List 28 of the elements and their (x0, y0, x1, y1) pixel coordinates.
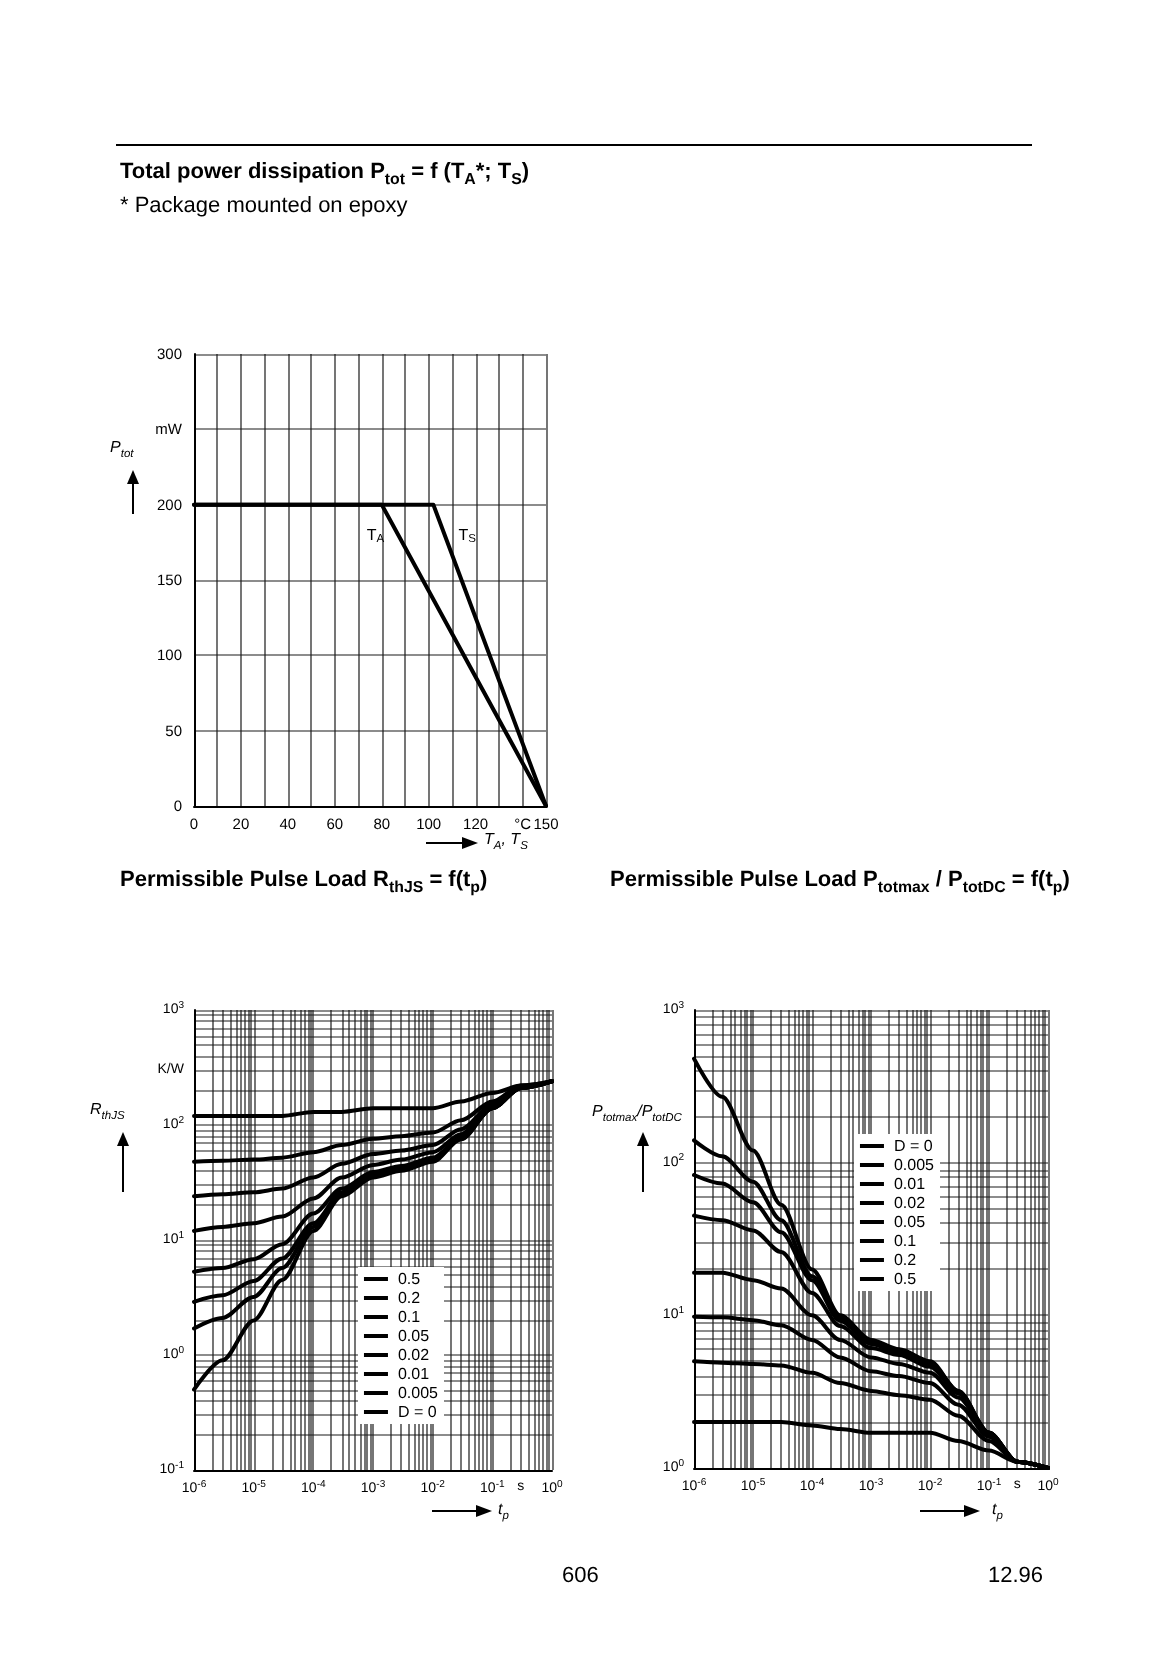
text: 606 (562, 1562, 599, 1590)
legend-label: 0.5 (893, 1270, 918, 1288)
chart-subtitle: * Package mounted on epoxy (120, 192, 408, 220)
legend-label: 0.02 (397, 1346, 431, 1364)
chart-title: Total power dissipation P$_{tot}$ = f (T$_{A}$*; T$_{S}$) (120, 158, 530, 189)
y-axis-title: P$_{totmax}$/P$_{totDC}$ (592, 1102, 682, 1126)
legend-label: 0.05 (893, 1213, 927, 1231)
legend-label: D = 0 (893, 1137, 934, 1155)
x-axis-title: T$_{A}$, T$_{S}$ (484, 830, 528, 854)
legend-label: 0.005 (397, 1384, 440, 1402)
y-axis-title: P$_{tot}$ (110, 438, 134, 462)
legend-label: 0.5 (397, 1270, 422, 1288)
chart-title: Permissible Pulse Load P$_{totmax}$ / P$_{totDC}$ = f(t$_{p}$) (610, 866, 1070, 897)
legend-label: 0.02 (893, 1194, 927, 1212)
legend-label: 0.1 (397, 1308, 422, 1326)
legend-label: 0.05 (397, 1327, 431, 1345)
legend-label: 0.2 (397, 1289, 422, 1307)
legend-label: 0.01 (893, 1175, 927, 1193)
x-axis-title: t$_{p}$ (498, 1500, 509, 1524)
legend-label: 0.01 (397, 1365, 431, 1383)
y-axis-title: R$_{thJS}$ (90, 1100, 125, 1124)
chart-title: Permissible Pulse Load R$_{thJS}$ = f(t$_{p}$) (120, 866, 488, 897)
text: 12.96 (988, 1562, 1044, 1590)
legend-label: 0.2 (893, 1251, 918, 1269)
legend-label: 0.1 (893, 1232, 918, 1250)
legend-label: 0.005 (893, 1156, 936, 1174)
legend-label: D = 0 (397, 1403, 438, 1421)
x-axis-title: t$_{p}$ (992, 1500, 1003, 1524)
